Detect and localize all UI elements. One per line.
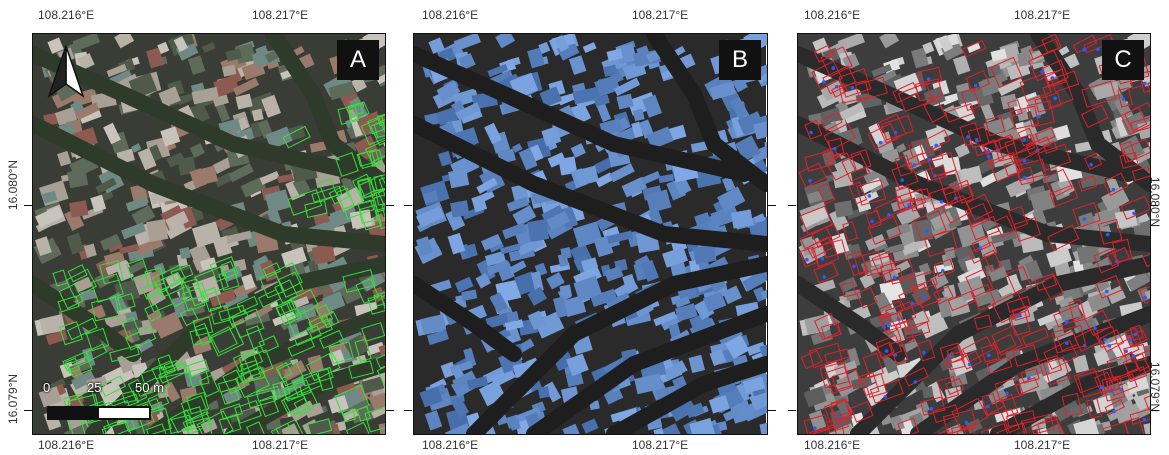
map-panel-a: A 0 25 50 m	[32, 33, 386, 435]
bottom-lon-label-c1: 108.216°E	[804, 438, 861, 452]
tick-right-c-bottom	[1150, 410, 1158, 411]
tick-right-c-top	[1150, 205, 1158, 206]
bottom-lon-label-a2: 108.217°E	[252, 438, 309, 452]
scale-bar-black-segment	[49, 408, 99, 418]
north-arrow-icon	[47, 45, 85, 98]
left-lat-label-top: 16.080°N	[6, 159, 21, 211]
tick-left-a-bottom	[24, 410, 32, 411]
tick-right-b-bottom	[768, 410, 776, 411]
panel-a-imagery	[33, 34, 385, 434]
tick-right-b-top	[768, 205, 776, 206]
top-lon-label-b1: 108.216°E	[422, 8, 479, 22]
panel-letter-a: A	[337, 40, 379, 80]
tick-left-c-bottom	[788, 410, 796, 411]
top-lon-label-c2: 108.217°E	[1014, 8, 1071, 22]
scale-label-0: 0	[43, 380, 51, 395]
top-lon-label-a1: 108.216°E	[38, 8, 95, 22]
tick-right-a-bottom	[386, 410, 394, 411]
top-lon-label-a2: 108.217°E	[252, 8, 309, 22]
tick-left-b-bottom	[404, 410, 412, 411]
top-lon-label-b2: 108.217°E	[632, 8, 689, 22]
bottom-lon-label-a1: 108.216°E	[38, 438, 95, 452]
tick-left-c-top	[788, 205, 796, 206]
panel-b-imagery	[414, 34, 767, 434]
panel-letter-b: B	[719, 40, 761, 80]
scale-label-50: 50 m	[135, 380, 164, 395]
bottom-lon-label-b1: 108.216°E	[422, 438, 479, 452]
bottom-lon-label-b2: 108.217°E	[632, 438, 689, 452]
map-panel-b: B	[413, 33, 768, 435]
scale-bar	[47, 406, 151, 420]
panel-letter-c: C	[1102, 40, 1144, 80]
scale-label-25: 25	[87, 380, 102, 395]
bottom-lon-label-c2: 108.217°E	[1014, 438, 1071, 452]
map-panel-c: C	[797, 33, 1151, 435]
panel-c-imagery	[798, 34, 1150, 434]
top-lon-label-c1: 108.216°E	[804, 8, 861, 22]
left-lat-label-bottom: 16.079°N	[6, 373, 21, 425]
tick-right-a-top	[386, 205, 394, 206]
tick-left-a-top	[24, 205, 32, 206]
tick-left-b-top	[404, 205, 412, 206]
